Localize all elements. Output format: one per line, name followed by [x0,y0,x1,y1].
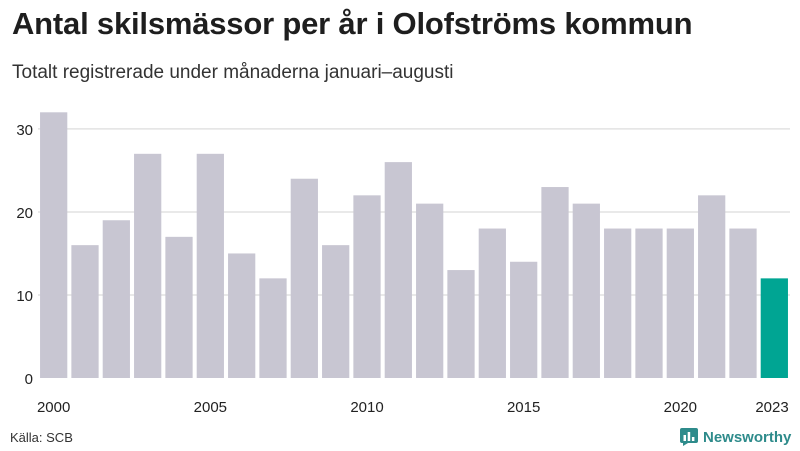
bar-2009 [322,245,350,378]
x-tick-label-2020: 2020 [664,399,697,416]
y-tick-label-30: 30 [16,122,33,139]
bar-2013 [447,270,475,378]
brand-logo: Newsworthy [680,428,791,446]
newsworthy-logo-icon [680,428,698,446]
bar-2000 [40,112,68,378]
chart-title: Antal skilsmässor per år i Olofströms ko… [12,6,693,41]
source-note: Källa: SCB [10,430,73,445]
y-tick-label-10: 10 [16,288,33,305]
bar-2012 [416,203,444,378]
bar-2010 [353,195,381,378]
bar-2007 [259,278,287,378]
bar-2003 [134,153,162,378]
bar-2018 [604,228,632,378]
x-tick-label-2000: 2000 [37,399,70,416]
bar-2017 [572,203,600,378]
bar-2006 [228,253,256,378]
bar-2020 [666,228,694,378]
y-tick-label-0: 0 [25,371,33,388]
chart-subtitle: Totalt registrerade under månaderna janu… [12,62,454,83]
x-tick-label-2015: 2015 [507,399,540,416]
bar-2001 [71,245,99,378]
bar-2002 [102,220,130,378]
x-tick-label-2005: 2005 [194,399,227,416]
x-tick-label-2023: 2023 [755,399,788,416]
bar-2004 [165,236,193,378]
bar-2014 [478,228,506,378]
bar-2022 [729,228,757,378]
bar-2016 [541,187,569,378]
x-tick-label-2010: 2010 [350,399,383,416]
bar-2015 [510,261,538,378]
bar-2021 [698,195,726,378]
bar-2019 [635,228,663,378]
bar-2023 [760,278,788,378]
bar-2008 [290,178,318,378]
bar-2011 [384,162,412,378]
brand-name: Newsworthy [703,428,792,446]
bar-2005 [196,153,224,378]
y-tick-label-20: 20 [16,205,33,222]
